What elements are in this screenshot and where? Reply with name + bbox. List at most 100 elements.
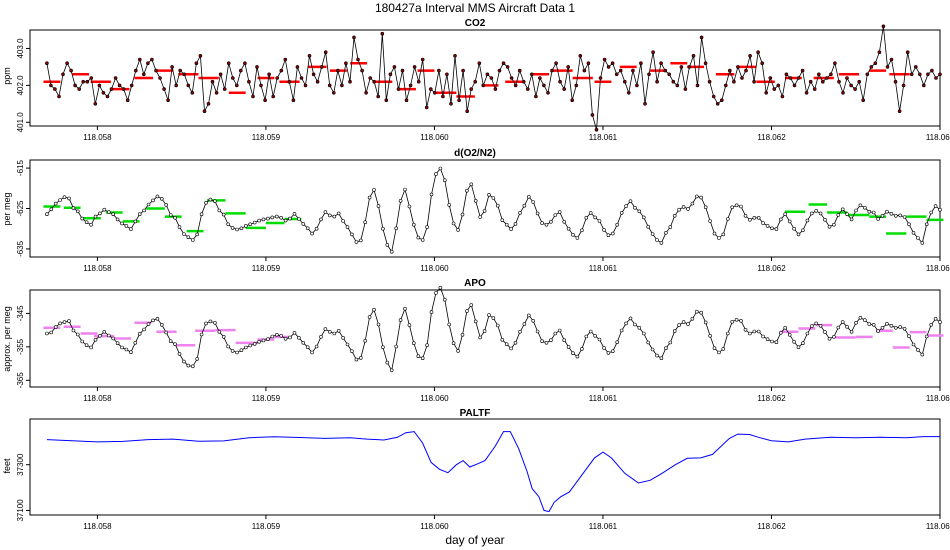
apo-data-point: [827, 336, 832, 341]
co2-data-point: [388, 72, 393, 77]
apo-data-point: [420, 356, 425, 361]
co2-data-point: [529, 72, 534, 77]
apo-data-point: [664, 346, 668, 351]
apo-data-point: [920, 352, 925, 357]
apo-data-point: [509, 346, 513, 351]
o2n2-data-point: [266, 216, 270, 221]
apo-data-point: [248, 343, 252, 348]
apo-data-point: [478, 335, 483, 340]
o2n2-data-point: [867, 209, 872, 214]
o2n2-data-point: [146, 202, 151, 207]
apo-data-point: [593, 333, 597, 338]
apo-data-point: [327, 329, 332, 334]
apo-data-point: [854, 320, 858, 325]
o2n2-data-point: [606, 233, 611, 237]
apo-data-point: [288, 335, 292, 340]
co2-data-point: [243, 61, 247, 66]
co2-data-point: [586, 61, 591, 66]
co2-data-point: [703, 61, 708, 66]
co2-data-point: [857, 79, 862, 84]
o2n2-data-point: [49, 207, 54, 212]
apo-data-point: [208, 319, 213, 324]
apo-data-point: [482, 329, 487, 333]
apo-data-point: [283, 336, 288, 341]
o2n2-data-point: [129, 227, 133, 231]
o2n2-data-point: [858, 203, 863, 208]
o2n2-data-point: [920, 241, 925, 245]
o2n2-data-point: [823, 218, 827, 222]
apo-data-point: [76, 332, 80, 337]
co2-data-point: [331, 91, 336, 95]
apo-y-tick-label: -345: [16, 305, 25, 322]
o2n2-data-point: [305, 226, 310, 231]
co2-data-point: [376, 94, 381, 99]
co2-data-point: [311, 72, 316, 77]
o2n2-data-point: [712, 231, 717, 236]
co2-data-point: [643, 102, 647, 106]
o2n2-data-point: [235, 227, 239, 232]
o2n2-data-point: [473, 199, 478, 203]
apo-data-point: [301, 340, 306, 345]
o2n2-data-point: [845, 212, 849, 216]
o2n2-data-point: [124, 224, 129, 228]
o2n2-x-tick-label: 118.061: [589, 264, 618, 273]
apo-data-point: [694, 309, 699, 314]
co2-data-point: [404, 98, 409, 102]
co2-data-point: [562, 87, 567, 91]
o2n2-data-point: [274, 214, 279, 219]
co2-data-point: [182, 72, 187, 77]
apo-data-point: [155, 316, 160, 321]
o2n2-data-point: [460, 212, 465, 217]
co2-data-point: [101, 91, 106, 95]
o2n2-data-point: [469, 182, 474, 187]
o2n2-data-point: [854, 208, 858, 213]
co2-data-point: [49, 83, 53, 88]
apo-data-point: [491, 316, 496, 320]
apo-data-point: [49, 330, 54, 335]
co2-data-point: [424, 105, 429, 110]
o2n2-data-point: [89, 222, 93, 227]
o2n2-data-point: [199, 212, 204, 216]
apo-data-point: [938, 320, 942, 324]
apo-data-point: [774, 340, 779, 345]
apo-data-point: [495, 323, 500, 328]
co2-data-point: [768, 76, 773, 80]
co2-y-tick-label: 401.0: [16, 112, 25, 133]
co2-data-point: [715, 102, 720, 106]
o2n2-data-point: [677, 207, 681, 212]
paltf-x-tick-label: 118.062: [757, 522, 786, 531]
co2-data-point: [800, 68, 805, 73]
apo-data-point: [102, 329, 107, 334]
co2-data-point: [198, 53, 203, 58]
co2-data-point: [81, 79, 85, 84]
apo-data-point: [814, 321, 819, 326]
o2n2-data-point: [862, 205, 867, 210]
apo-x-tick-label: 118.059: [252, 394, 281, 403]
o2n2-data-point: [562, 220, 567, 224]
o2n2-data-point: [752, 216, 757, 220]
co2-data-point: [85, 79, 90, 84]
o2n2-data-point: [244, 224, 248, 228]
o2n2-data-point: [809, 211, 814, 216]
apo-data-point: [823, 330, 827, 334]
o2n2-data-point: [438, 166, 443, 171]
o2n2-data-point: [323, 210, 328, 214]
apo-data-point: [58, 321, 62, 326]
o2n2-data-point: [372, 188, 376, 192]
co2-data-point: [218, 72, 223, 77]
o2n2-data-point: [491, 196, 496, 200]
o2n2-data-point: [535, 211, 540, 216]
o2n2-data-point: [699, 195, 704, 200]
apo-data-point: [434, 291, 438, 295]
co2-data-point: [538, 76, 542, 80]
paltf-series-line: [46, 431, 940, 513]
o2n2-data-point: [646, 224, 651, 229]
apo-data-point: [699, 310, 704, 315]
co2-data-point: [113, 76, 118, 80]
co2-data-point: [655, 79, 659, 84]
paltf-plot-frame: [29, 418, 941, 516]
o2n2-data-point: [924, 222, 929, 227]
o2n2-data-point: [456, 228, 460, 232]
o2n2-data-point: [345, 225, 350, 229]
